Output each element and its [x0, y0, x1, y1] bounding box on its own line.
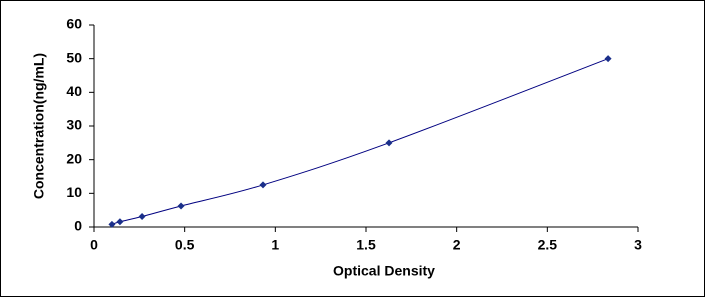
- marker: [138, 212, 146, 220]
- x-tick-label: 0.5: [175, 237, 195, 253]
- marker: [385, 139, 393, 147]
- x-tick-label: 2.5: [538, 237, 558, 253]
- y-tick-label: 20: [66, 150, 82, 166]
- x-tick-label: 1.5: [356, 237, 376, 253]
- y-tick-label: 10: [66, 184, 82, 200]
- marker: [177, 202, 185, 210]
- x-tick-label: 3: [634, 237, 642, 253]
- x-tick-label: 2: [453, 237, 461, 253]
- y-tick-label: 0: [74, 218, 82, 234]
- y-tick-label: 60: [66, 16, 82, 32]
- y-axis-label: Concentration(ng/mL): [31, 53, 47, 199]
- marker: [604, 55, 612, 63]
- marker: [259, 181, 267, 189]
- x-tick-label: 0: [90, 237, 98, 253]
- marker: [108, 220, 116, 228]
- y-tick-label: 30: [66, 117, 82, 133]
- y-tick-label: 40: [66, 83, 82, 99]
- x-axis-label: Optical Density: [333, 263, 435, 279]
- x-tick-label: 1: [271, 237, 279, 253]
- y-tick-label: 50: [66, 49, 82, 65]
- marker: [116, 218, 124, 226]
